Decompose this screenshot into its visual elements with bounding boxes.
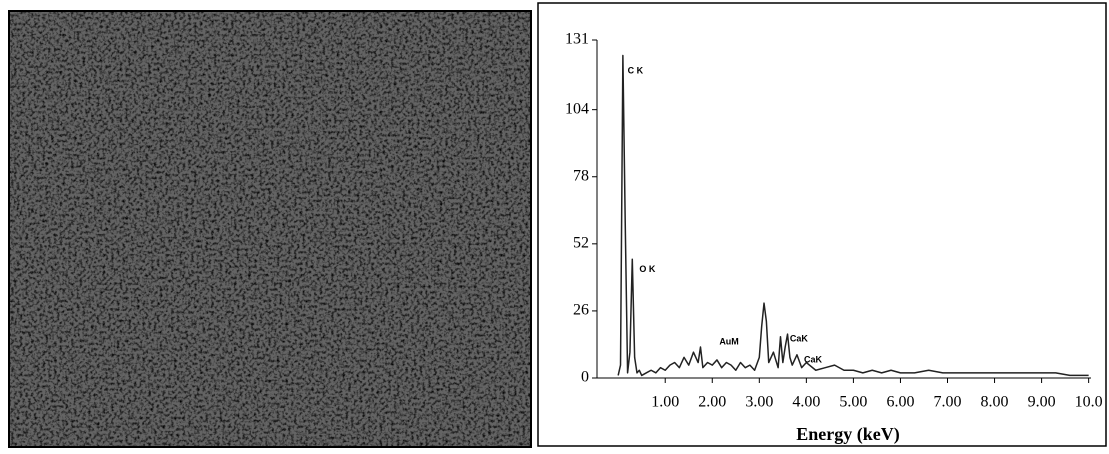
x-tick-label: 4.00 [792, 394, 820, 411]
y-tick-label: 0 [581, 369, 589, 386]
peak-label: O K [639, 264, 656, 274]
x-tick-label: 7.00 [934, 394, 962, 411]
spectrum-line [617, 54, 1089, 377]
x-tick-label: 9.00 [1028, 394, 1056, 411]
x-tick-label: 3.00 [745, 394, 773, 411]
chart-frame [537, 2, 1107, 447]
spectrum-chart: Energy (keV) [596, 40, 1091, 445]
peak-label: C K [628, 65, 644, 75]
y-tick-label: 52 [573, 235, 589, 252]
y-tick-label: 131 [565, 31, 589, 48]
y-tick-label: 104 [565, 100, 589, 117]
x-tick-label: 8.00 [981, 394, 1009, 411]
peak-label: CaK [790, 334, 809, 344]
x-tick-label: 2.00 [698, 394, 726, 411]
peak-label: AuM [719, 336, 739, 346]
sem-image [8, 10, 532, 448]
peak-label: CaK [804, 354, 823, 364]
x-tick-label: 1.00 [651, 394, 679, 411]
x-tick-label: 5.00 [839, 394, 867, 411]
y-tick-label: 26 [573, 302, 589, 319]
y-tick-label: 78 [573, 167, 589, 184]
x-axis-title: Energy (keV) [796, 424, 899, 445]
x-tick-label: 6.00 [886, 394, 914, 411]
x-tick-label: 10.0 [1075, 394, 1103, 411]
